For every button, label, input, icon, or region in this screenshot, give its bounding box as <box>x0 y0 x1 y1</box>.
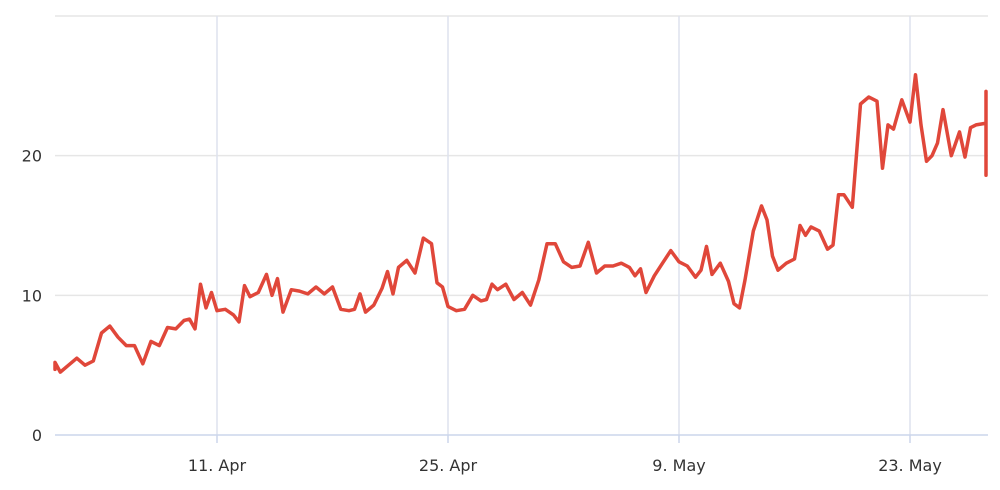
tick-labels: 0 10 20 11. Apr 25. Apr 9. May 23. May <box>22 147 942 475</box>
series-line <box>53 72 988 374</box>
grid <box>55 15 988 435</box>
x-axis <box>55 434 988 443</box>
y-tick-label: 0 <box>32 426 42 445</box>
y-tick-label: 10 <box>22 286 42 305</box>
x-tick-label: 9. May <box>652 456 705 475</box>
x-tick-label: 23. May <box>878 456 942 475</box>
x-tick-label: 25. Apr <box>419 456 478 475</box>
series-group <box>53 72 988 374</box>
y-tick-label: 20 <box>22 147 42 166</box>
x-tick-label: 11. Apr <box>188 456 247 475</box>
